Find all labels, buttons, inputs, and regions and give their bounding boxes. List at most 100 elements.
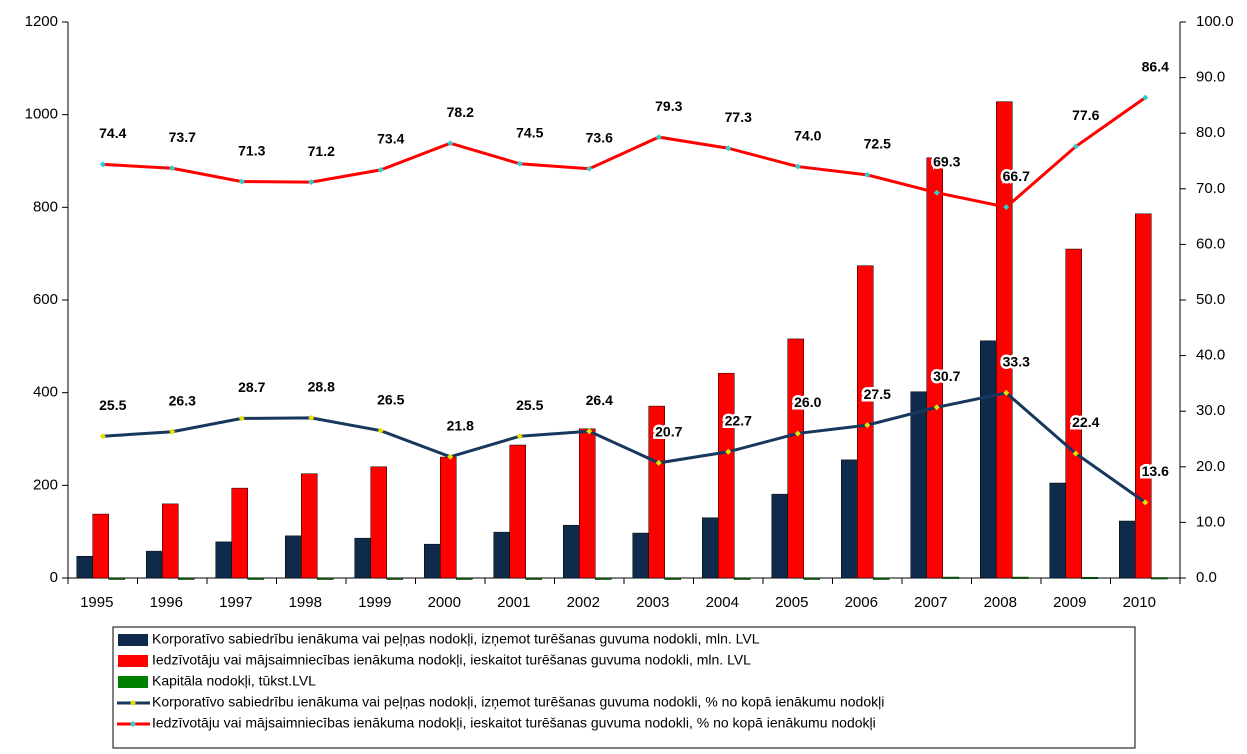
bar [178,577,195,580]
marker [586,428,593,435]
legend-box [112,626,1136,749]
y2-tick-label: 70.0 [1196,180,1225,197]
legend-swatch [118,676,148,688]
x-tick-label: 1997 [219,594,252,611]
marker [864,171,871,178]
value-label: 20.7 [655,424,682,440]
bar [595,577,612,580]
bar [771,493,788,579]
value-label: 86.4 [1142,58,1169,74]
value-label: 33.3 [1003,354,1030,370]
bar [942,576,959,579]
bar [215,541,232,579]
y2-tick-label: 20.0 [1196,458,1225,475]
x-tick-label: 2009 [1053,594,1086,611]
marker [308,179,315,186]
value-label: 21.8 [447,417,474,433]
marker [238,415,245,422]
value-label: 30.7 [933,368,960,384]
value-label: 73.6 [586,129,613,145]
legend-label: Korporatīvo sabiedrību ienākuma vai peļņ… [152,694,884,710]
bar [803,577,820,580]
y-tick-label: 800 [33,198,58,215]
marker [516,433,523,440]
value-label: 72.5 [864,136,891,152]
x-tick-label: 1996 [150,594,183,611]
value-label: 28.8 [308,379,335,395]
value-label: 25.5 [516,397,543,413]
x-tick-label: 2000 [428,594,461,611]
y-tick-label: 0 [50,569,58,586]
value-label: 28.7 [238,379,265,395]
legend-swatch [118,634,148,646]
marker [1142,499,1149,506]
value-label: 71.3 [238,142,265,158]
y-tick-label: 1200 [25,13,58,30]
bar [857,265,874,579]
bar [509,444,526,579]
bar [370,466,387,579]
legend-label: Korporatīvo sabiedrību ienākuma vai peļņ… [152,631,760,647]
marker [1072,450,1079,457]
legend-label: Kapitāla nodokļi, tūkst.LVL [152,673,316,689]
y2-tick-label: 10.0 [1196,513,1225,530]
y-tick-label: 1000 [25,106,58,123]
y2-tick-label: 90.0 [1196,69,1225,86]
value-label: 73.4 [377,131,404,147]
marker [447,453,454,460]
bar [632,532,649,579]
marker [1003,204,1010,211]
line [102,391,1147,504]
x-tick-label: 1995 [80,594,113,611]
bar [301,473,318,579]
legend-swatch [118,655,148,667]
bar [841,459,858,579]
legend-label: Iedzīvotāju vai mājsaimniecības ienākuma… [152,652,751,668]
value-label: 22.7 [725,412,752,428]
marker [99,161,106,168]
bar [1012,576,1029,579]
marker [169,165,176,172]
legend-marker [130,721,136,727]
bar [734,577,751,580]
bar [1119,520,1136,579]
bar [317,577,334,580]
bar [108,577,125,580]
marker [169,428,176,435]
y2-tick-label: 80.0 [1196,124,1225,141]
x-tick-label: 2008 [984,594,1017,611]
bar [247,577,264,580]
bar [1049,482,1066,579]
x-tick-label: 2007 [914,594,947,611]
bar [579,428,596,579]
bar [980,340,997,579]
marker [238,178,245,185]
marker [1072,143,1079,150]
y2-tick-label: 40.0 [1196,347,1225,364]
value-label: 25.5 [99,397,126,413]
x-tick-label: 2002 [567,594,600,611]
marker [725,448,732,455]
x-tick-label: 2005 [775,594,808,611]
bar [146,550,163,579]
value-label: 77.3 [725,109,752,125]
marker [586,165,593,172]
value-label: 78.2 [447,104,474,120]
bar [910,391,927,579]
bar [664,577,681,580]
bar [285,535,302,579]
y2-tick-label: 50.0 [1196,291,1225,308]
bar [718,372,735,579]
marker [1003,389,1010,396]
bar [1065,248,1082,579]
marker [377,166,384,173]
marker [1142,94,1149,101]
value-label: 27.5 [864,386,891,402]
bar [525,577,542,580]
value-label: 74.4 [99,125,126,141]
marker [794,163,801,170]
x-tick-label: 2010 [1123,594,1156,611]
bar [76,555,93,579]
value-label: 66.7 [1003,168,1030,184]
